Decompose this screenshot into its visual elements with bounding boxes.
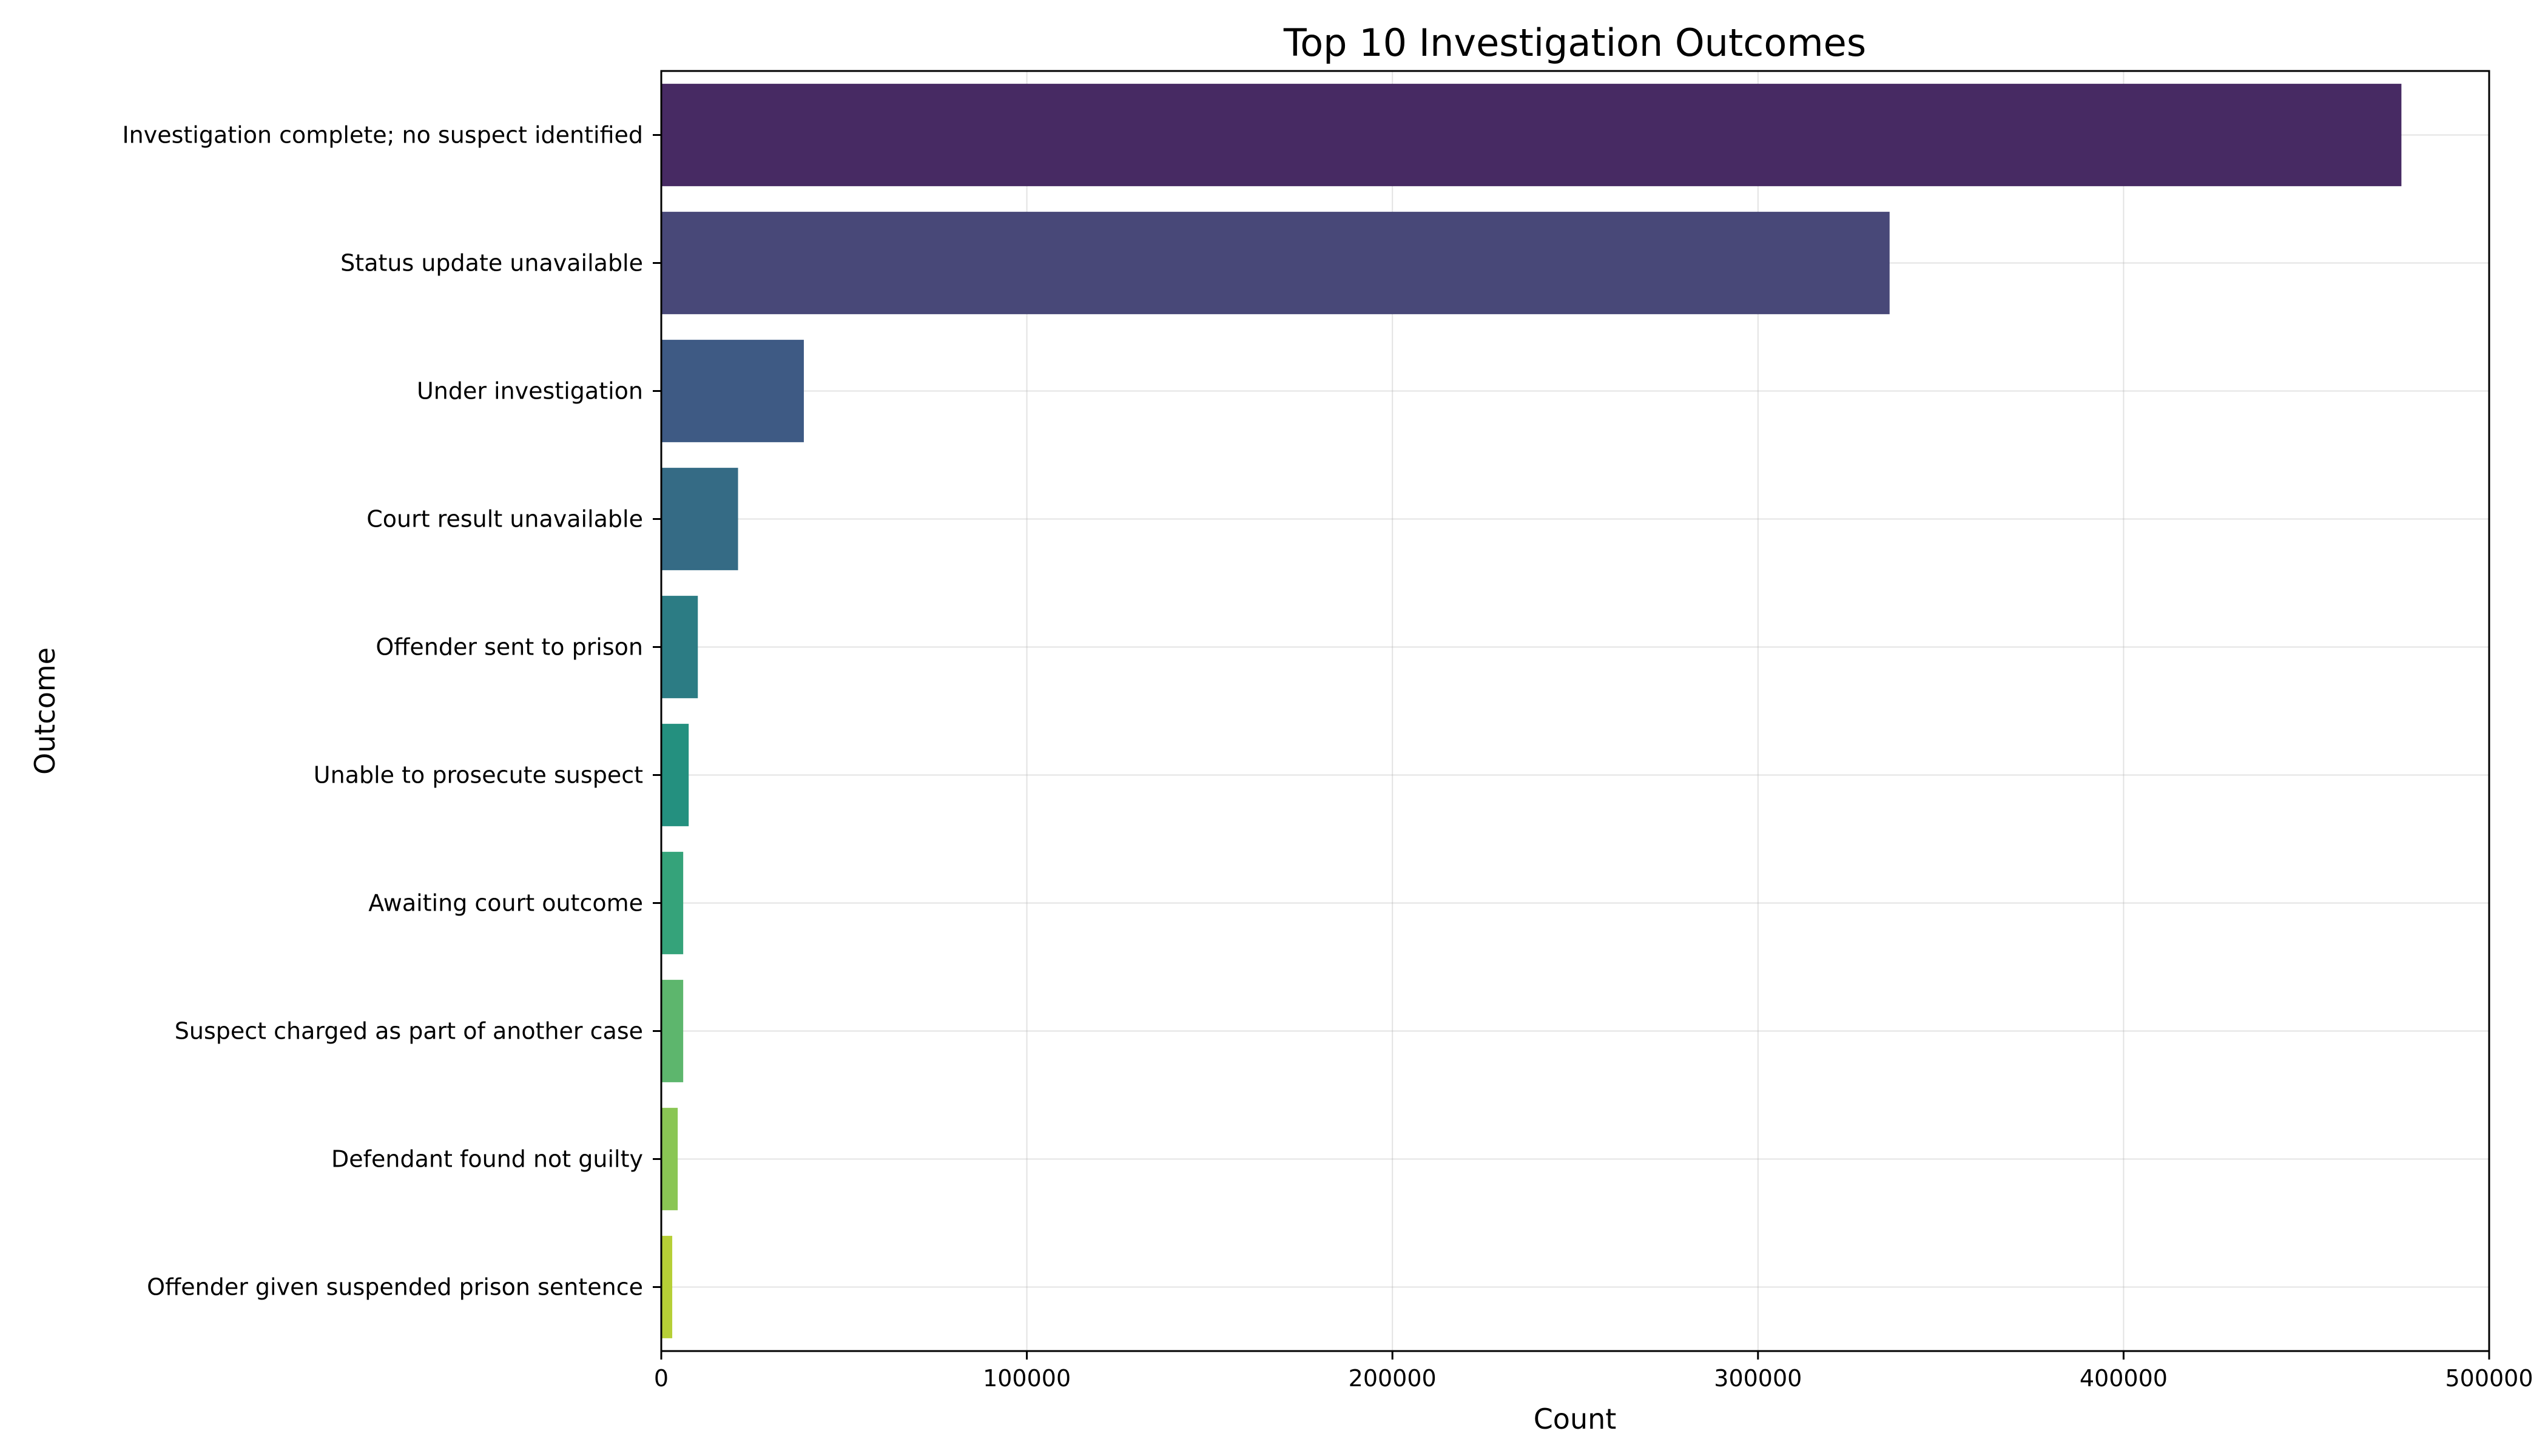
y-tick-label: Court result unavailable bbox=[366, 506, 643, 533]
bar bbox=[661, 340, 804, 442]
chart-title: Top 10 Investigation Outcomes bbox=[1283, 21, 1866, 65]
bar bbox=[661, 724, 689, 826]
y-tick-label: Under investigation bbox=[417, 378, 643, 405]
x-axis-label: Count bbox=[1534, 1403, 1617, 1435]
y-tick-label: Offender sent to prison bbox=[376, 634, 643, 661]
x-tick-label: 500000 bbox=[2445, 1365, 2533, 1392]
bar bbox=[661, 980, 684, 1082]
bar bbox=[661, 212, 1890, 314]
bar bbox=[661, 1108, 678, 1210]
x-tick-label: 100000 bbox=[983, 1365, 1071, 1392]
y-grid-lines bbox=[661, 134, 2489, 1288]
y-tick-label: Status update unavailable bbox=[340, 250, 643, 277]
bar bbox=[661, 596, 698, 698]
y-axis-label: Outcome bbox=[29, 647, 61, 775]
plot-frame bbox=[660, 70, 2490, 1352]
x-tick-label: 400000 bbox=[2080, 1365, 2168, 1392]
bar bbox=[661, 84, 2402, 186]
y-tick-label: Awaiting court outcome bbox=[368, 890, 643, 917]
x-axis-ticks: 0 100000 200000 300000 400000 500000 bbox=[654, 1351, 2533, 1392]
bar bbox=[661, 468, 738, 570]
bar bbox=[661, 1236, 673, 1338]
y-axis-ticks: Investigation complete; no suspect ident… bbox=[122, 122, 661, 1301]
y-tick-label: Suspect charged as part of another case bbox=[175, 1018, 643, 1045]
x-tick-label: 300000 bbox=[1714, 1365, 1802, 1392]
y-tick-label: Investigation complete; no suspect ident… bbox=[122, 122, 643, 149]
x-tick-label: 200000 bbox=[1349, 1365, 1437, 1392]
bar bbox=[661, 852, 684, 954]
y-tick-label: Unable to prosecute suspect bbox=[314, 762, 643, 789]
y-tick-label: Offender given suspended prison sentence bbox=[147, 1274, 643, 1301]
x-tick-label: 0 bbox=[654, 1365, 669, 1392]
y-tick-label: Defendant found not guilty bbox=[331, 1146, 643, 1173]
bars bbox=[661, 84, 2402, 1338]
